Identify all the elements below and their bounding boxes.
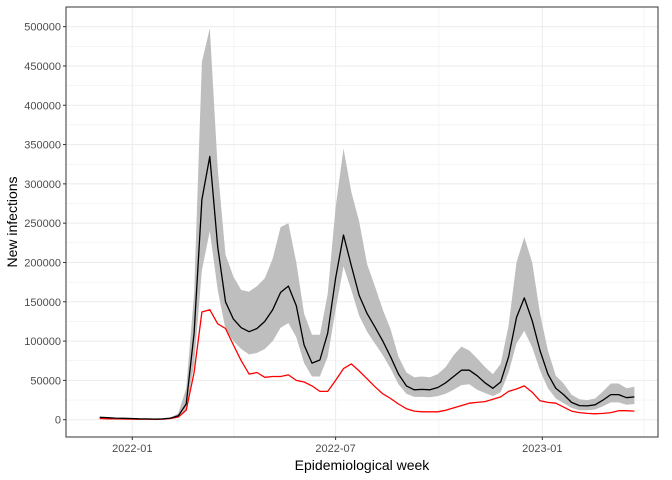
y-tick-label: 150000 — [24, 297, 61, 309]
y-axis: 0 50000 100000 150000 200000 250000 300000 3500… — [24, 22, 66, 427]
x-tick-label: 2022-07 — [315, 443, 355, 455]
y-tick-label: 0 — [55, 415, 61, 427]
uncertainty-band — [99, 28, 635, 420]
y-tick-label: 450000 — [24, 61, 61, 73]
y-tick-label: 50000 — [30, 375, 61, 387]
uncertainty-band-layer — [99, 28, 635, 420]
y-tick-label: 100000 — [24, 336, 61, 348]
series-line-reported — [99, 309, 635, 420]
series-layer — [99, 155, 635, 420]
y-tick-label: 350000 — [24, 140, 61, 152]
y-tick-label: 200000 — [24, 257, 61, 269]
plot-panel-border — [65, 6, 659, 438]
grid-lines — [66, 7, 658, 437]
x-axis: 2022-01 2022-07 2023-01 — [112, 437, 562, 455]
x-tick-label: 2022-01 — [112, 443, 152, 455]
series-line-estimate — [99, 155, 635, 420]
y-axis-title: New infections — [4, 176, 20, 267]
y-tick-label: 500000 — [24, 22, 61, 34]
x-tick-label: 2023-01 — [522, 443, 562, 455]
y-tick-label: 250000 — [24, 218, 61, 230]
x-axis-title: Epidemiological week — [295, 457, 431, 473]
y-tick-label: 400000 — [24, 100, 61, 112]
y-tick-label: 300000 — [24, 179, 61, 191]
